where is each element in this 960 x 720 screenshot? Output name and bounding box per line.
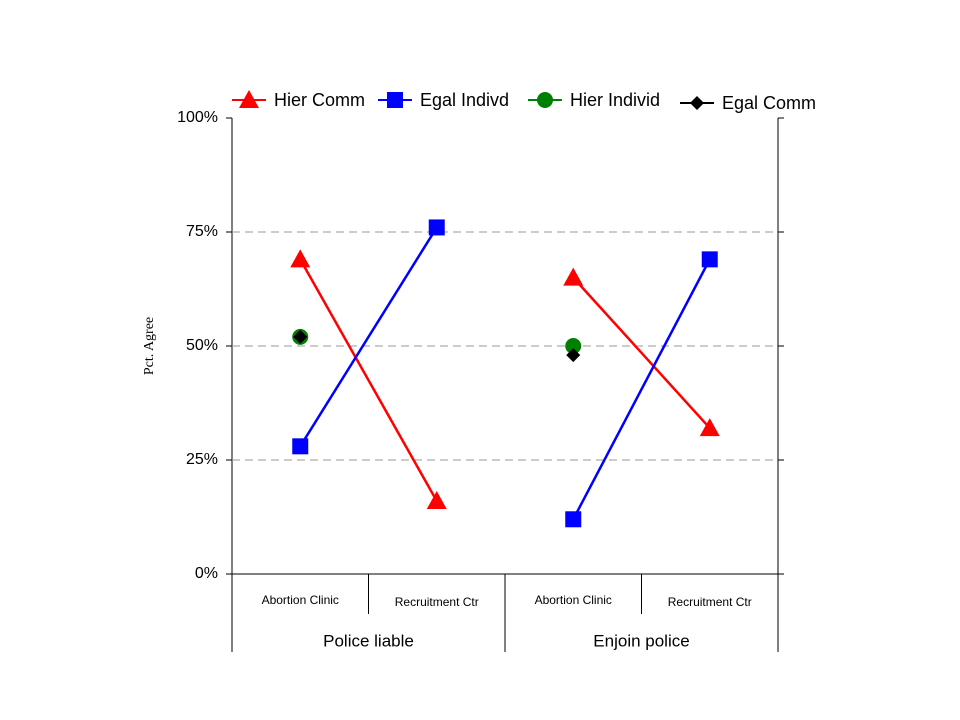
x-tick-label: Abortion Clinic: [535, 593, 612, 607]
data-point: [699, 418, 720, 437]
legend-label: Hier Comm: [274, 90, 365, 110]
group-label: Police liable: [323, 631, 414, 650]
legend-marker: [239, 90, 259, 108]
data-point: [565, 511, 582, 528]
data-point: [428, 219, 445, 236]
y-axis-label: Pct. Agree: [142, 317, 157, 375]
group-label: Enjoin police: [593, 631, 689, 650]
data-point: [701, 251, 718, 268]
y-tick-label: 100%: [177, 109, 218, 126]
data-point: [293, 329, 308, 344]
y-tick-label: 25%: [186, 451, 218, 468]
legend-marker: [537, 92, 553, 108]
series-line: [572, 276, 711, 429]
series-line: [299, 226, 438, 447]
x-tick-label: Recruitment Ctr: [395, 595, 479, 609]
y-tick-label: 50%: [186, 337, 218, 354]
y-tick-label: 0%: [195, 565, 218, 582]
data-point: [565, 338, 582, 354]
legend-label: Egal Comm: [722, 93, 816, 113]
y-tick-label: 75%: [186, 223, 218, 240]
legend-marker: [387, 92, 403, 108]
data-point: [563, 267, 584, 286]
legend-label: Hier Individ: [570, 90, 660, 110]
data-point: [566, 348, 581, 363]
data-point: [426, 491, 447, 510]
x-tick-label: Abortion Clinic: [262, 593, 339, 607]
data-point: [290, 249, 311, 268]
legend-label: Egal Indivd: [420, 90, 509, 110]
x-tick-label: Recruitment Ctr: [668, 595, 752, 609]
series-line: [299, 258, 438, 502]
series-line: [572, 258, 711, 520]
data-point: [292, 438, 309, 455]
legend-marker: [690, 96, 704, 110]
